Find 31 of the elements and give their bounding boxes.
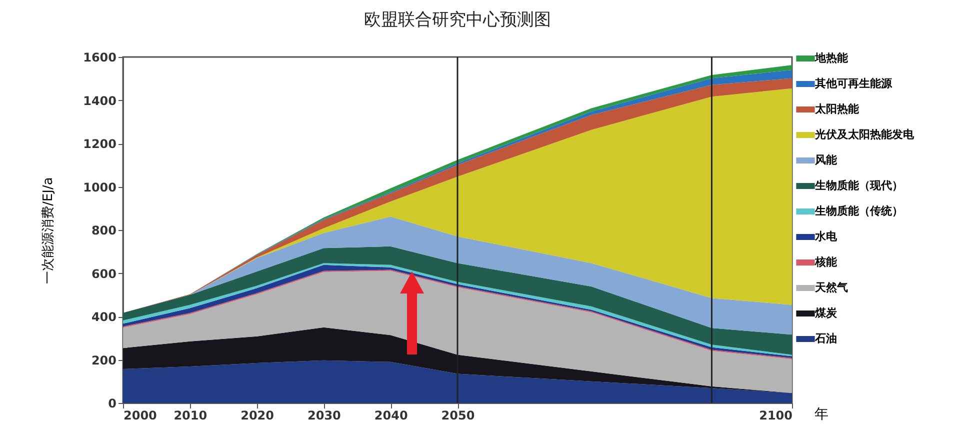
- legend-label: 天然气: [814, 281, 848, 294]
- y-tick-label: 1200: [83, 137, 116, 151]
- y-tick-label: 0: [108, 396, 116, 410]
- legend-label: 生物质能（现代）: [814, 179, 903, 192]
- x-tick-label: 2100: [759, 408, 792, 422]
- y-tick-label: 200: [91, 353, 116, 368]
- legend-label: 核能: [814, 256, 838, 268]
- legend-label: 太阳热能: [814, 102, 860, 116]
- x-axis-title: 年: [814, 406, 828, 422]
- x-tick-label: 2000: [124, 408, 157, 422]
- x-tick-label: 2050: [441, 408, 475, 422]
- legend-label: 煤炭: [814, 306, 838, 320]
- y-tick-label: 1400: [83, 94, 116, 108]
- legend-label: 风能: [814, 154, 838, 166]
- y-tick-label: 1600: [83, 50, 116, 64]
- x-tick-label: 2020: [240, 408, 274, 422]
- y-tick-label: 400: [91, 310, 116, 324]
- y-tick-label: 600: [91, 266, 116, 281]
- legend-label: 水电: [814, 230, 838, 243]
- y-axis-title: 一次能源消费/EJ/a: [41, 177, 56, 284]
- y-tick-label: 1000: [83, 180, 116, 194]
- legend-label: 石油: [814, 332, 837, 345]
- x-tick-label: 2040: [374, 408, 408, 422]
- x-tick-label: 2010: [174, 408, 208, 422]
- x-tick-label: 2030: [307, 408, 341, 422]
- legend-label: 其他可再生能源: [814, 77, 893, 90]
- legend-label: 地热能: [814, 52, 849, 64]
- legend-label: 生物质能（传统）: [814, 204, 903, 218]
- legend-label: 光伏及太阳热能发电: [814, 128, 915, 141]
- chart-title: 欧盟联合研究中心预测图: [364, 10, 551, 30]
- y-tick-label: 800: [91, 224, 116, 238]
